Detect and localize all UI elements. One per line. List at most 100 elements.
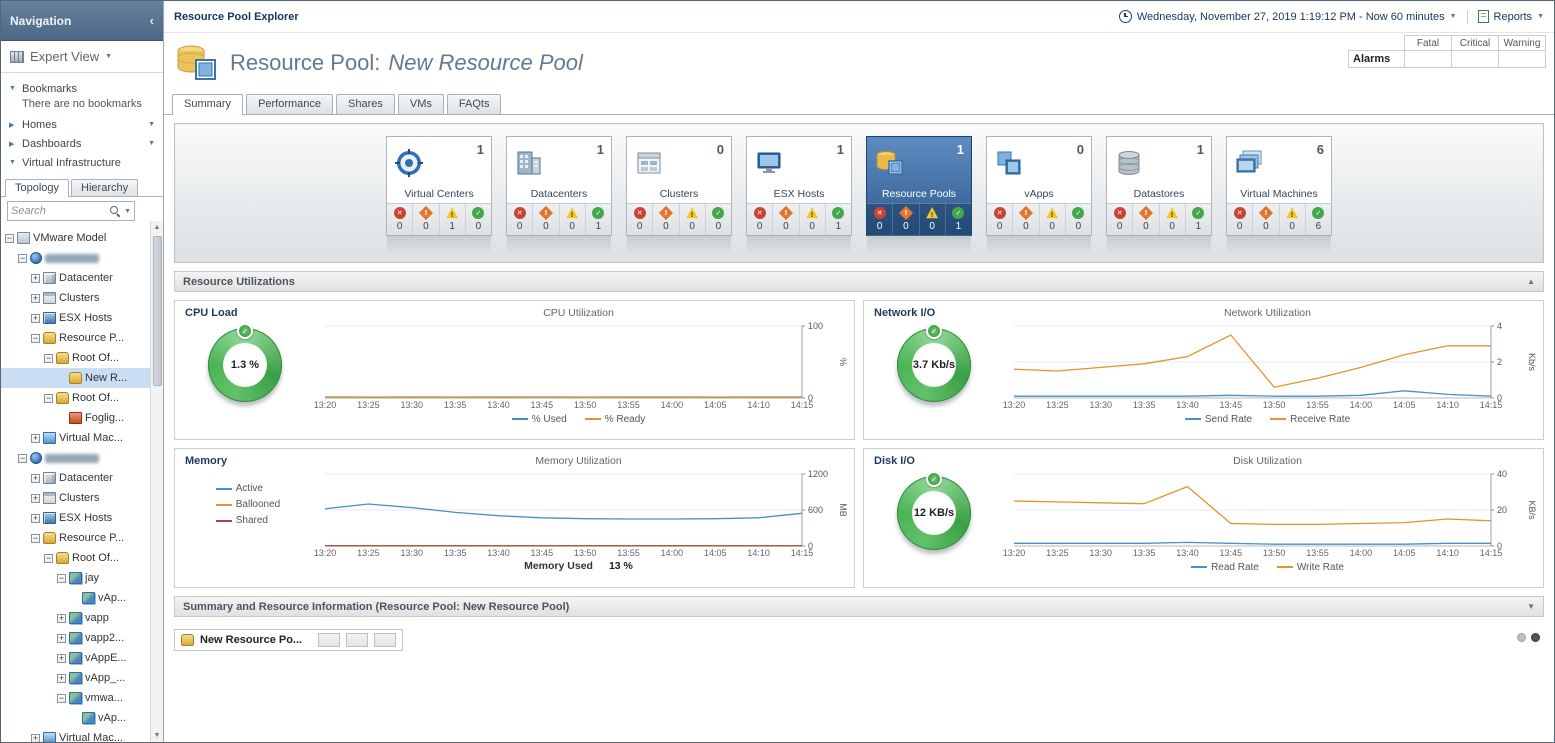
- expand-icon[interactable]: +: [57, 612, 66, 623]
- expand-icon[interactable]: +: [31, 312, 40, 323]
- collapse-icon[interactable]: −: [57, 692, 66, 703]
- expand-icon[interactable]: +: [57, 672, 66, 683]
- resource-pool-item[interactable]: New Resource Po...: [174, 629, 404, 651]
- tile-vapps[interactable]: 0 vApps 0 0 0 0: [986, 136, 1092, 255]
- tree-item-redacted-11[interactable]: −: [1, 448, 150, 468]
- scroll-down-icon[interactable]: ▼: [153, 732, 161, 739]
- tree-item-vmware-model[interactable]: − VMware Model: [1, 228, 150, 248]
- collapse-icon[interactable]: −: [57, 572, 66, 583]
- tree-item-new-r[interactable]: New R...: [1, 368, 150, 388]
- expand-icon[interactable]: +: [57, 632, 66, 643]
- tree-item-resource-p[interactable]: − Resource P...: [1, 528, 150, 548]
- tree-item-redacted-1[interactable]: −: [1, 248, 150, 268]
- tree-item-vapp[interactable]: + vApp_...: [1, 668, 150, 688]
- tree-item-foglig[interactable]: Foglig...: [1, 408, 150, 428]
- tree-item-vap[interactable]: vAp...: [1, 708, 150, 728]
- expand-icon[interactable]: +: [31, 492, 40, 503]
- scrollbar-thumb[interactable]: [152, 236, 162, 386]
- tree-item-esx-hosts[interactable]: + ESX Hosts: [1, 308, 150, 328]
- expand-icon[interactable]: +: [31, 292, 40, 303]
- expand-icon[interactable]: +: [31, 512, 40, 523]
- tree-item-esx-hosts[interactable]: + ESX Hosts: [1, 508, 150, 528]
- tab-hierarchy[interactable]: Hierarchy: [71, 179, 139, 196]
- collapse-icon[interactable]: −: [31, 532, 40, 543]
- expand-icon[interactable]: ▼: [1527, 602, 1535, 611]
- collapse-icon[interactable]: −: [44, 552, 53, 563]
- tile-virtual-machines[interactable]: 6 Virtual Machines 0 0 0 6: [1226, 136, 1332, 255]
- virtual-infrastructure-header[interactable]: ▼ Virtual Infrastructure: [1, 153, 163, 172]
- dashboards-menu-arrow[interactable]: ▼: [148, 140, 155, 147]
- tree-item-root-of[interactable]: − Root Of...: [1, 548, 150, 568]
- resource-utilizations-header[interactable]: Resource Utilizations ▲: [174, 271, 1544, 292]
- reports-button[interactable]: Reports: [1493, 10, 1533, 23]
- collapse-icon[interactable]: −: [18, 452, 27, 463]
- view-toggle-dark-icon[interactable]: [1531, 633, 1540, 642]
- tree-item-jay[interactable]: − jay: [1, 568, 150, 588]
- tree-item-resource-p[interactable]: − Resource P...: [1, 328, 150, 348]
- tree-item-label: [45, 253, 99, 263]
- tree-item-clusters[interactable]: + Clusters: [1, 488, 150, 508]
- scroll-up-icon[interactable]: ▲: [153, 224, 161, 231]
- tree-item-clusters[interactable]: + Clusters: [1, 288, 150, 308]
- pool-icon: [43, 332, 56, 344]
- placeholder-box: [318, 633, 341, 647]
- expand-icon[interactable]: +: [31, 732, 40, 742]
- tree-item-virtual-mac[interactable]: + Virtual Mac...: [1, 428, 150, 448]
- tile-count: 1: [596, 142, 604, 157]
- collapse-icon[interactable]: −: [44, 392, 53, 403]
- tab-shares[interactable]: Shares: [336, 94, 395, 114]
- search-icon[interactable]: [109, 205, 121, 217]
- tab-performance[interactable]: Performance: [246, 94, 334, 114]
- tree-item-virtual-mac[interactable]: + Virtual Mac...: [1, 728, 150, 742]
- status-fatal-icon: [1233, 207, 1246, 219]
- tile-datastores[interactable]: 1 Datastores 0 0 0 1: [1106, 136, 1212, 255]
- tile-datacenters[interactable]: 1 Datacenters 0 0 0 1: [506, 136, 612, 255]
- timerange-dropdown-arrow[interactable]: ▼: [1449, 13, 1457, 20]
- tree-item-root-of[interactable]: − Root Of...: [1, 348, 150, 368]
- dashboards-section-header[interactable]: ▶ Dashboards ▼: [1, 134, 163, 153]
- virtual-machines-icon: [1234, 148, 1264, 181]
- homes-section-header[interactable]: ▶ Homes ▼: [1, 115, 163, 134]
- timerange-selector[interactable]: Wednesday, November 27, 2019 1:19:12 PM …: [1136, 10, 1445, 23]
- tile-virtual-centers[interactable]: 1 Virtual Centers 0 0 1 0: [386, 136, 492, 255]
- search-box: ▼: [7, 201, 135, 221]
- tile-resource-pools[interactable]: 1 Resource Pools 0 0 0 1: [866, 136, 972, 255]
- tree-item-vmwa[interactable]: − vmwa...: [1, 688, 150, 708]
- svg-text:13:50: 13:50: [574, 548, 597, 558]
- expert-view-selector[interactable]: Expert View ▼: [1, 41, 163, 73]
- collapse-icon[interactable]: ▲: [1527, 277, 1535, 286]
- homes-menu-arrow[interactable]: ▼: [148, 121, 155, 128]
- disk-io-gauge: 12 KB/s: [897, 471, 971, 550]
- view-toggle-light-icon[interactable]: [1517, 633, 1526, 642]
- tree-item-vapp[interactable]: + vapp: [1, 608, 150, 628]
- collapse-icon[interactable]: −: [5, 232, 14, 243]
- search-input[interactable]: [11, 205, 107, 217]
- search-options-arrow[interactable]: ▼: [124, 207, 131, 215]
- svg-text:13:45: 13:45: [531, 400, 554, 410]
- bookmarks-section-header[interactable]: ▼ Bookmarks: [1, 79, 163, 98]
- tree-item-vap[interactable]: vAp...: [1, 588, 150, 608]
- tree-item-vappe[interactable]: + vAppE...: [1, 648, 150, 668]
- tree-item-vapp2[interactable]: + vapp2...: [1, 628, 150, 648]
- summary-info-header[interactable]: Summary and Resource Information (Resour…: [174, 596, 1544, 617]
- collapse-icon[interactable]: −: [18, 252, 27, 263]
- reports-dropdown-arrow[interactable]: ▼: [1537, 13, 1544, 20]
- tab-summary[interactable]: Summary: [172, 94, 244, 115]
- tab-faqts[interactable]: FAQts: [446, 94, 502, 114]
- tab-vms[interactable]: VMs: [397, 94, 444, 114]
- sidebar-collapse-icon[interactable]: ‹: [149, 13, 154, 28]
- tile-esx-hosts[interactable]: 1 ESX Hosts 0 0 0 1: [746, 136, 852, 255]
- expand-icon[interactable]: +: [31, 432, 40, 443]
- expand-icon[interactable]: +: [31, 272, 40, 283]
- tab-topology[interactable]: Topology: [5, 179, 70, 197]
- expand-icon[interactable]: +: [31, 472, 40, 483]
- tree-item-datacenter[interactable]: + Datacenter: [1, 468, 150, 488]
- resource-pool-small-icon: [181, 634, 194, 646]
- expand-icon[interactable]: +: [57, 652, 66, 663]
- tree-item-datacenter[interactable]: + Datacenter: [1, 268, 150, 288]
- tree-item-root-of[interactable]: − Root Of...: [1, 388, 150, 408]
- collapse-icon[interactable]: −: [44, 352, 53, 363]
- sidebar-scrollbar[interactable]: ▲ ▼: [150, 221, 163, 742]
- tile-clusters[interactable]: 0 Clusters 0 0 0 0: [626, 136, 732, 255]
- collapse-icon[interactable]: −: [31, 332, 40, 343]
